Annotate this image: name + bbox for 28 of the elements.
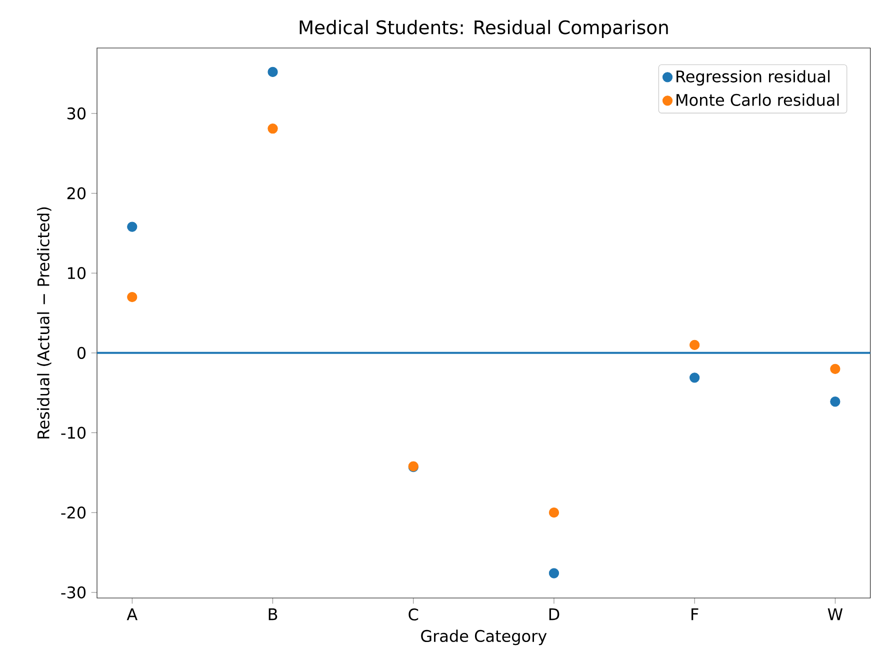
chart-title: Medical Students: Residual Comparison — [300, 20, 668, 38]
x-axis-title: Grade Category — [421, 630, 547, 646]
point — [268, 124, 278, 134]
y-tick-label: 30 — [67, 107, 86, 120]
y-tick-label: 0 — [77, 346, 86, 359]
y-axis-title: Residual (Actual − Predicted) — [37, 207, 52, 438]
point — [830, 396, 840, 407]
legend-label: Regression residual — [676, 70, 830, 86]
legend-label: Monte Carlo residual — [676, 94, 839, 106]
point — [268, 66, 278, 78]
x-tick-label: C — [408, 608, 418, 621]
point — [127, 292, 138, 302]
y-tick-label: 20 — [67, 187, 86, 200]
y-tick-label: -20 — [61, 506, 86, 519]
y-tick-label: 10 — [68, 267, 86, 280]
y-tick-label: -10 — [61, 426, 86, 439]
point — [548, 508, 560, 518]
point — [127, 222, 138, 232]
x-tick-label: B — [268, 608, 278, 620]
x-tick-label: W — [828, 608, 843, 620]
point — [690, 372, 700, 383]
point — [830, 364, 840, 374]
x-tick-label: F — [692, 608, 698, 620]
x-tick-label: A — [126, 608, 138, 620]
point — [548, 568, 560, 578]
y-tick-label: -30 — [61, 586, 86, 598]
x-tick-label: D — [549, 608, 560, 620]
point — [690, 340, 700, 350]
